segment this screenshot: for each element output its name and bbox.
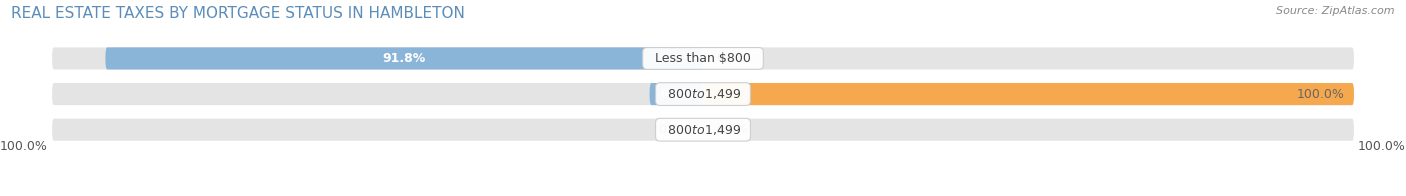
FancyBboxPatch shape bbox=[105, 47, 703, 70]
FancyBboxPatch shape bbox=[52, 83, 1354, 105]
Text: 100.0%: 100.0% bbox=[0, 140, 48, 153]
Text: $800 to $1,499: $800 to $1,499 bbox=[659, 87, 747, 101]
Text: 0.0%: 0.0% bbox=[716, 52, 748, 65]
Text: REAL ESTATE TAXES BY MORTGAGE STATUS IN HAMBLETON: REAL ESTATE TAXES BY MORTGAGE STATUS IN … bbox=[11, 6, 465, 21]
Text: $800 to $1,499: $800 to $1,499 bbox=[659, 123, 747, 137]
FancyBboxPatch shape bbox=[52, 47, 1354, 70]
Text: 91.8%: 91.8% bbox=[382, 52, 426, 65]
FancyBboxPatch shape bbox=[703, 83, 1354, 105]
Text: 0.0%: 0.0% bbox=[658, 123, 690, 136]
Text: 0.0%: 0.0% bbox=[716, 123, 748, 136]
Text: 100.0%: 100.0% bbox=[1296, 88, 1344, 101]
Text: 8.2%: 8.2% bbox=[659, 88, 693, 101]
FancyBboxPatch shape bbox=[650, 83, 703, 105]
Text: Less than $800: Less than $800 bbox=[647, 52, 759, 65]
FancyBboxPatch shape bbox=[52, 119, 1354, 141]
Text: 100.0%: 100.0% bbox=[1358, 140, 1406, 153]
Text: Source: ZipAtlas.com: Source: ZipAtlas.com bbox=[1277, 6, 1395, 16]
